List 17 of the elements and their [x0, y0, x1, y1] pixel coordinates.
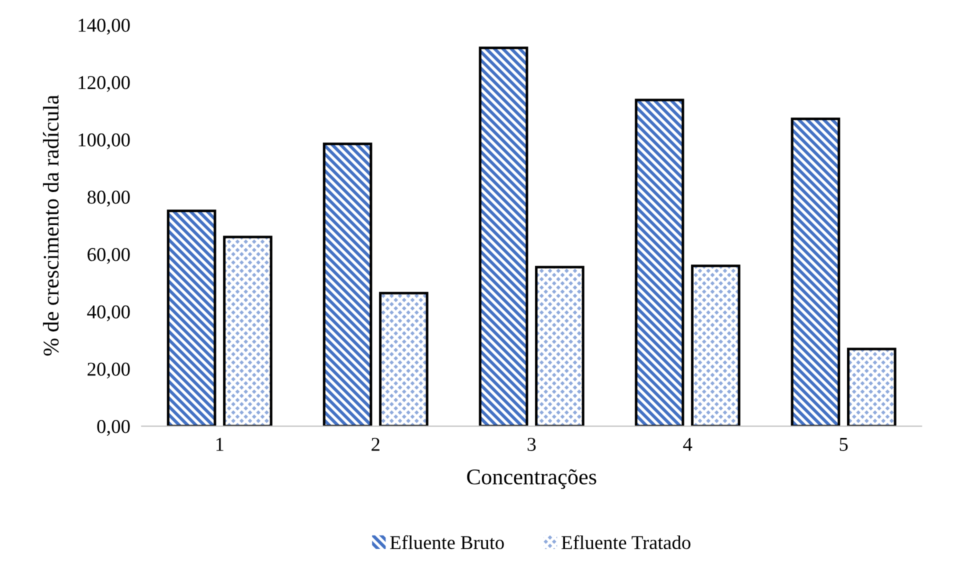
x-axis-title: Concentrações [467, 469, 596, 489]
y-axis-title: % de crescimento da radícula [42, 95, 59, 356]
legend-label: Efluente Bruto [390, 535, 504, 550]
x-tick-label: 4 [683, 438, 692, 451]
y-tick-label: 120,00 [78, 76, 130, 92]
x-tick-label: 2 [372, 438, 380, 451]
x-tick-label: 3 [528, 438, 536, 451]
y-tick-label: 80,00 [88, 190, 130, 207]
x-tick-label: 5 [840, 438, 848, 451]
y-tick-label: 0,00 [97, 420, 130, 436]
x-tick-label: 1 [216, 438, 224, 451]
y-tick-label: 100,00 [78, 133, 130, 150]
y-tick-label: 40,00 [87, 305, 130, 322]
y-tick-label: 20,00 [88, 362, 130, 379]
y-tick-label: 140,00 [78, 18, 130, 35]
legend-label: Efluente Tratado [562, 535, 690, 550]
y-tick-label: 60,00 [88, 248, 130, 264]
